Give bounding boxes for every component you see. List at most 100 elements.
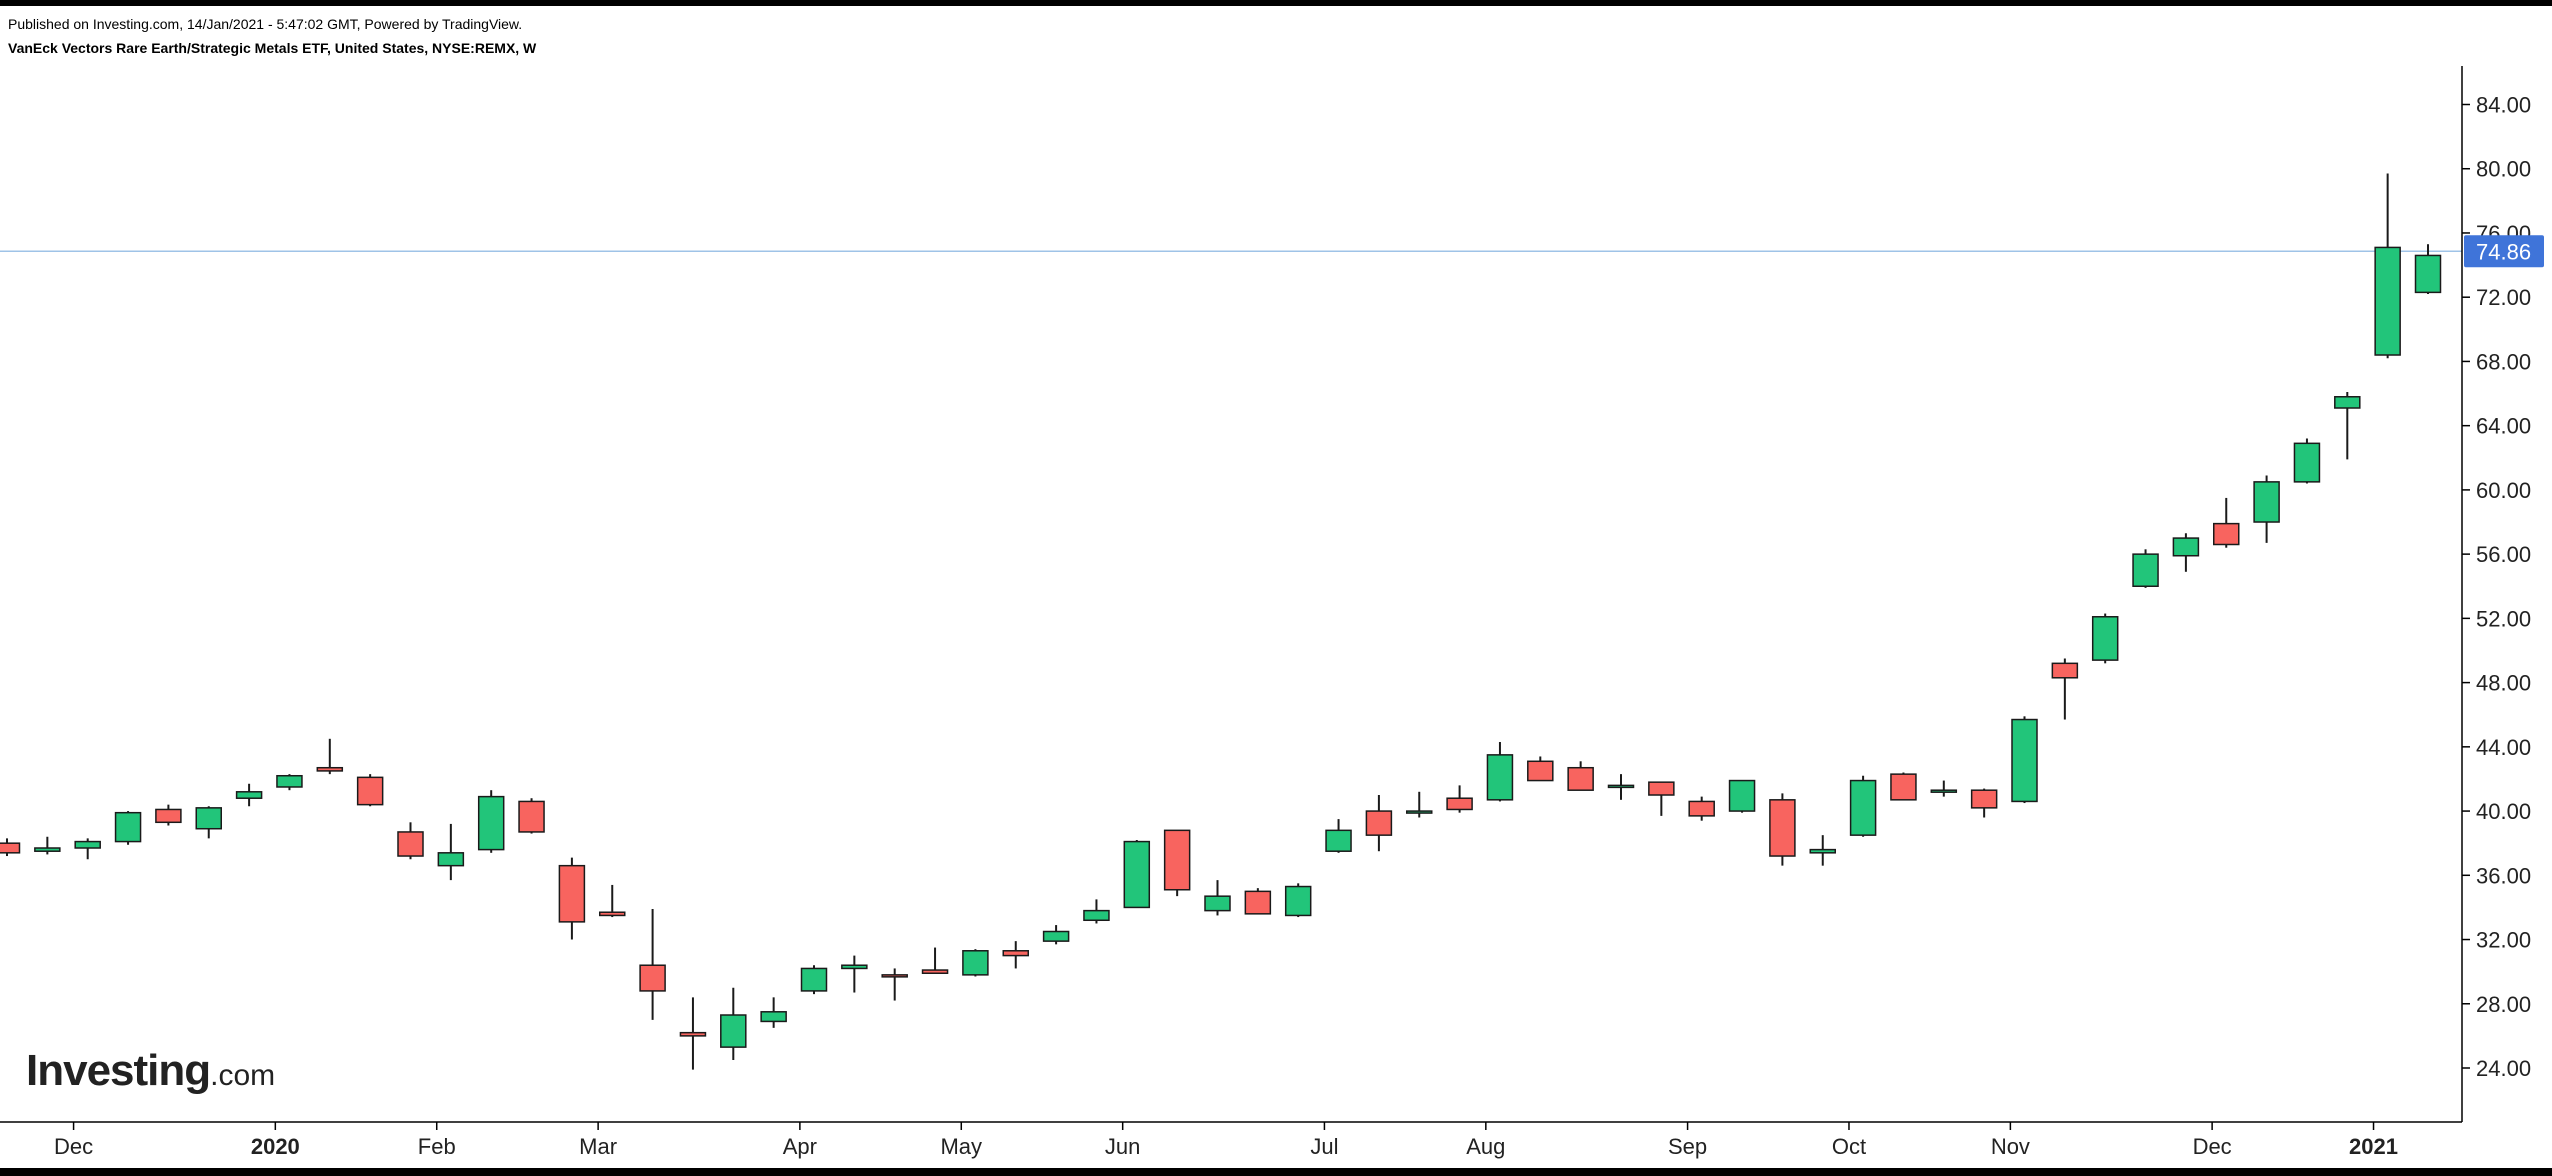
candle[interactable] <box>1849 775 1877 837</box>
candle-body-up <box>1607 784 1635 789</box>
candle[interactable] <box>558 857 586 940</box>
y-tick-label: 68.00 <box>2476 349 2531 374</box>
candle-body-down <box>1648 781 1675 796</box>
candle-body-down <box>1244 890 1272 915</box>
candle[interactable] <box>0 838 21 857</box>
candle[interactable] <box>235 783 263 807</box>
candle[interactable] <box>1728 779 1756 813</box>
candle[interactable] <box>720 987 747 1060</box>
candle-body-up <box>1849 779 1877 836</box>
candle[interactable] <box>74 838 101 860</box>
candle[interactable] <box>679 997 707 1070</box>
candle[interactable] <box>1607 774 1635 800</box>
candle[interactable] <box>921 947 949 975</box>
candle[interactable] <box>518 798 545 834</box>
candle[interactable] <box>1446 785 1473 813</box>
candle[interactable] <box>114 811 142 845</box>
candle[interactable] <box>1769 793 1796 866</box>
candle[interactable] <box>599 884 626 918</box>
candle[interactable] <box>2414 244 2442 294</box>
candle[interactable] <box>881 968 908 1001</box>
candle-body-up <box>800 967 828 992</box>
candle[interactable] <box>2051 658 2079 720</box>
y-tick-label: 44.00 <box>2476 735 2531 760</box>
x-tick-label: Aug <box>1466 1134 1505 1159</box>
x-tick-label: 2020 <box>251 1134 300 1159</box>
candle-body-up <box>962 950 989 976</box>
candle[interactable] <box>1930 780 1958 797</box>
bottom-frame-bar <box>0 1168 2552 1176</box>
candle[interactable] <box>2334 391 2361 460</box>
candle[interactable] <box>800 965 828 995</box>
candle-body-up <box>1486 754 1514 801</box>
candle[interactable] <box>356 774 384 807</box>
candle[interactable] <box>316 738 344 775</box>
candle[interactable] <box>477 790 505 853</box>
candle[interactable] <box>962 949 989 977</box>
candle[interactable] <box>1002 941 1029 969</box>
candle-body-up <box>2334 396 2361 409</box>
candle[interactable] <box>1042 925 1070 945</box>
x-tick-label: Oct <box>1832 1134 1866 1159</box>
candle-body-up <box>2132 553 2159 588</box>
x-tick-label: Jul <box>1310 1134 1338 1159</box>
candle[interactable] <box>155 804 182 826</box>
candle[interactable] <box>1123 839 1151 909</box>
candle[interactable] <box>639 909 666 1020</box>
candle[interactable] <box>1204 880 1231 916</box>
candles-layer <box>0 173 2462 1070</box>
candle-body-down <box>0 842 21 854</box>
candle-body-down <box>1163 829 1191 891</box>
candle[interactable] <box>195 806 222 839</box>
candle[interactable] <box>397 822 424 860</box>
candle[interactable] <box>1567 761 1594 791</box>
candle-body-up <box>841 964 868 970</box>
y-tick-label: 52.00 <box>2476 606 2531 631</box>
candle-body-down <box>558 864 586 923</box>
candle-body-up <box>2172 537 2200 557</box>
candle[interactable] <box>1284 883 1312 918</box>
y-tick-label: 84.00 <box>2476 93 2531 118</box>
candle[interactable] <box>1486 742 1514 802</box>
candle[interactable] <box>1890 772 1917 801</box>
candle-body-down <box>881 974 908 978</box>
candle[interactable] <box>1527 756 1554 782</box>
candle-body-up <box>1284 885 1312 917</box>
candle[interactable] <box>1406 791 1433 818</box>
candle-body-down <box>155 808 182 824</box>
candle[interactable] <box>437 823 465 881</box>
symbol-title: VanEck Vectors Rare Earth/Strategic Meta… <box>8 40 537 56</box>
candle[interactable] <box>2374 173 2401 359</box>
candle[interactable] <box>2293 438 2321 484</box>
candle-body-up <box>437 852 465 867</box>
candle[interactable] <box>2091 613 2119 664</box>
candle[interactable] <box>1365 795 1393 852</box>
candle[interactable] <box>1809 835 1836 866</box>
candle[interactable] <box>1083 899 1110 924</box>
y-tick-label: 80.00 <box>2476 157 2531 182</box>
candle-body-down <box>2213 522 2240 546</box>
candle-body-up <box>1809 848 1836 854</box>
candle[interactable] <box>2132 549 2159 588</box>
candle[interactable] <box>2172 533 2200 572</box>
candle[interactable] <box>1648 781 1675 816</box>
axes-layer: 24.00 28.00 32.00 36.00 40.00 44.00 48.00 52.00… <box>0 66 2544 1159</box>
y-tick-label: 48.00 <box>2476 671 2531 696</box>
candle[interactable] <box>2253 475 2280 543</box>
candle[interactable] <box>1688 796 1715 821</box>
candle[interactable] <box>1163 829 1191 897</box>
candle[interactable] <box>1325 819 1352 853</box>
candle[interactable] <box>1244 888 1272 915</box>
candle-body-up <box>276 774 303 788</box>
y-tick-label: 64.00 <box>2476 414 2531 439</box>
candle[interactable] <box>276 774 303 791</box>
candle[interactable] <box>34 836 61 855</box>
candle[interactable] <box>841 955 868 993</box>
candle-body-down <box>679 1031 707 1037</box>
candle[interactable] <box>760 997 787 1028</box>
y-tick-label: 32.00 <box>2476 928 2531 953</box>
candle[interactable] <box>2213 497 2240 548</box>
candle[interactable] <box>2011 716 2038 804</box>
candle[interactable] <box>1970 788 1998 818</box>
